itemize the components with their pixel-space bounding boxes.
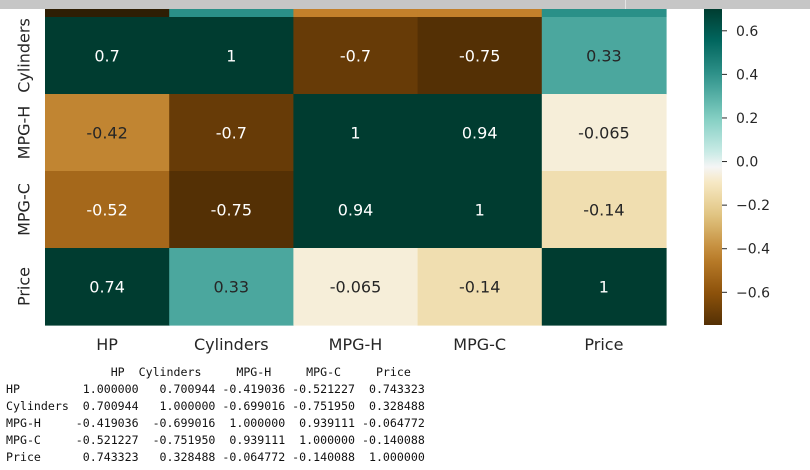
heatmap-cell <box>417 171 543 249</box>
table-row: MPG-H -0.419036 -0.699016 1.000000 0.939… <box>6 416 425 430</box>
heatmap-partial-top-row <box>45 9 667 17</box>
heatmap-cell <box>541 17 667 95</box>
colorbar-tick-label: 0.0 <box>736 155 758 171</box>
heatmap-cell-value: -0.065 <box>578 124 630 143</box>
heatmap-cell <box>293 248 419 326</box>
heatmap-cell-labels: 0.7 1 -0.7 -0.75 0.33 -0.42 -0.7 1 0.94 -0.065 -0.… <box>86 47 629 297</box>
row-tick-label: MPG-C <box>15 183 34 236</box>
row-tick-label: MPG-H <box>15 106 34 160</box>
colorbar-tick-label: −0.4 <box>736 242 770 258</box>
heatmap-partial-cell <box>45 9 170 17</box>
heatmap-cell-value: -0.14 <box>583 201 624 220</box>
heatmap-partial-cell <box>417 9 543 17</box>
heatmap-cell <box>293 94 419 172</box>
heatmap-cell-value: 1 <box>350 124 360 143</box>
row-tick-label: Price <box>15 267 34 306</box>
heatmap-cell <box>417 94 543 172</box>
column-tick-label: Cylinders <box>194 335 269 354</box>
table-row: Price 0.743323 0.328488 -0.064772 -0.140… <box>6 450 425 464</box>
heatmap-cells <box>45 17 667 326</box>
row-tick-label: Cylinders <box>15 18 34 93</box>
column-tick-label: Price <box>584 335 623 354</box>
heatmap-cell <box>169 171 294 249</box>
heatmap-cell-value: 0.94 <box>338 201 374 220</box>
column-tick-label: MPG-C <box>453 335 506 354</box>
heatmap-cell <box>541 94 667 172</box>
heatmap-cell-value: 0.94 <box>462 124 498 143</box>
correlation-heatmap: 0.7 1 -0.7 -0.75 0.33 -0.42 -0.7 1 0.94 -0.065 -0.… <box>15 9 770 354</box>
heatmap-cell-value: -0.7 <box>216 124 247 143</box>
heatmap-cell-value: 1 <box>475 201 485 220</box>
table-row: MPG-C -0.521227 -0.751950 0.939111 1.000… <box>6 433 425 447</box>
heatmap-cell <box>417 17 543 95</box>
heatmap-cell-value: 0.33 <box>586 47 622 66</box>
heatmap-cell <box>45 94 170 172</box>
table-row: HP 1.000000 0.700944 -0.419036 -0.521227… <box>6 382 425 396</box>
colorbar: 0.6 0.4 0.2 0.0 −0.2 −0.4 −0.6 <box>704 9 770 325</box>
table-header: HP Cylinders MPG-H MPG-C Price <box>6 365 411 379</box>
heatmap-cell <box>45 248 170 326</box>
heatmap-cell-value: 0.74 <box>89 278 125 297</box>
heatmap-cell-value: -0.065 <box>330 278 382 297</box>
heatmap-cell <box>45 17 170 95</box>
colorbar-tick-label: −0.2 <box>736 198 770 214</box>
heatmap-row-labels: Cylinders MPG-H MPG-C Price <box>15 18 34 306</box>
correlation-table-output: HP Cylinders MPG-H MPG-C Price HP 1.00000… <box>6 364 425 466</box>
heatmap-partial-cell <box>541 9 667 17</box>
heatmap-cell-value: -0.42 <box>86 124 127 143</box>
heatmap-cell <box>541 171 667 249</box>
heatmap-cell-value: 1 <box>599 278 609 297</box>
heatmap-cell <box>169 17 294 95</box>
heatmap-cell <box>293 17 419 95</box>
heatmap-cell-value: 0.33 <box>213 278 249 297</box>
heatmap-cell-value: 0.7 <box>94 47 119 66</box>
colorbar-tick-label: 0.6 <box>736 24 758 40</box>
heatmap-cell-value: 1 <box>226 47 236 66</box>
heatmap-partial-cell <box>293 9 419 17</box>
heatmap-cell <box>45 171 170 249</box>
heatmap-column-labels: HP Cylinders MPG-H MPG-C Price <box>96 335 623 354</box>
heatmap-cell <box>541 248 667 326</box>
column-tick-label: MPG-H <box>329 335 383 354</box>
heatmap-cell-value: -0.52 <box>86 201 127 220</box>
table-row: Cylinders 0.700944 1.000000 -0.699016 -0… <box>6 399 425 413</box>
colorbar-tick-label: 0.2 <box>736 111 758 127</box>
colorbar-gradient <box>704 9 722 325</box>
heatmap-cell <box>293 171 419 249</box>
heatmap-cell-value: -0.75 <box>459 47 500 66</box>
heatmap-cell-value: -0.7 <box>340 47 371 66</box>
colorbar-tick-label: −0.6 <box>736 285 770 301</box>
heatmap-cell <box>169 248 294 326</box>
heatmap-cell-value: -0.75 <box>211 201 252 220</box>
top-bar-divider <box>625 0 626 9</box>
heatmap-cell <box>417 248 543 326</box>
window-top-scrollbar <box>0 0 810 9</box>
colorbar-tick-label: 0.4 <box>736 67 758 83</box>
heatmap-cell-value: -0.14 <box>459 278 500 297</box>
heatmap-cell <box>169 94 294 172</box>
heatmap-partial-cell <box>169 9 294 17</box>
column-tick-label: HP <box>96 335 118 354</box>
